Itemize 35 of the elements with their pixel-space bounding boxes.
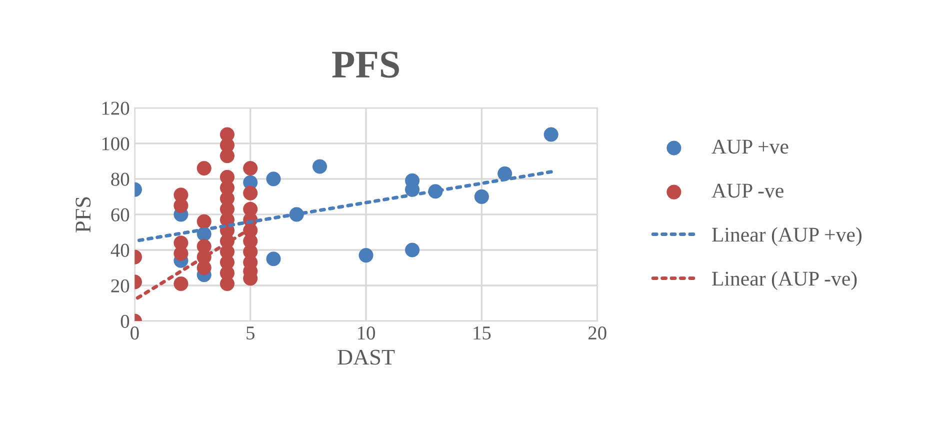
x-axis-title: DAST <box>338 350 395 365</box>
point <box>405 242 420 258</box>
y-tick-label: 120 <box>102 102 130 115</box>
legend-label: AUP -ve <box>712 184 784 198</box>
point <box>243 186 258 200</box>
y-tick-label: 20 <box>111 279 130 292</box>
point <box>174 276 188 292</box>
y-tick-label: 100 <box>102 137 130 150</box>
y-tick-label: 60 <box>111 208 130 222</box>
point <box>266 172 281 186</box>
point <box>266 252 281 266</box>
legend-label: Linear (AUP -ve) <box>712 271 857 290</box>
point <box>196 160 212 176</box>
legend-label: AUP +ve <box>712 140 788 154</box>
point <box>220 127 235 142</box>
point <box>474 189 489 204</box>
x-tick-label: 5 <box>246 326 254 340</box>
point <box>220 170 235 184</box>
point <box>196 214 212 229</box>
y-tick-label: 0 <box>120 314 130 328</box>
x-tick-label: 10 <box>358 326 376 340</box>
legend-label: Linear (AUP +ve) <box>712 227 862 246</box>
x-tick-label: 0 <box>130 326 139 340</box>
point <box>358 248 374 263</box>
point <box>312 159 328 174</box>
point <box>243 160 258 176</box>
point <box>544 127 558 142</box>
point <box>174 198 188 213</box>
x-tick-label: 15 <box>474 326 491 340</box>
y-tick-label: 80 <box>111 172 130 186</box>
point <box>174 246 188 261</box>
y-tick-label: 40 <box>110 244 130 257</box>
x-tick-label: 20 <box>588 326 606 340</box>
chart-title: PFS <box>332 52 399 78</box>
y-axis-title: PFS <box>76 197 91 232</box>
